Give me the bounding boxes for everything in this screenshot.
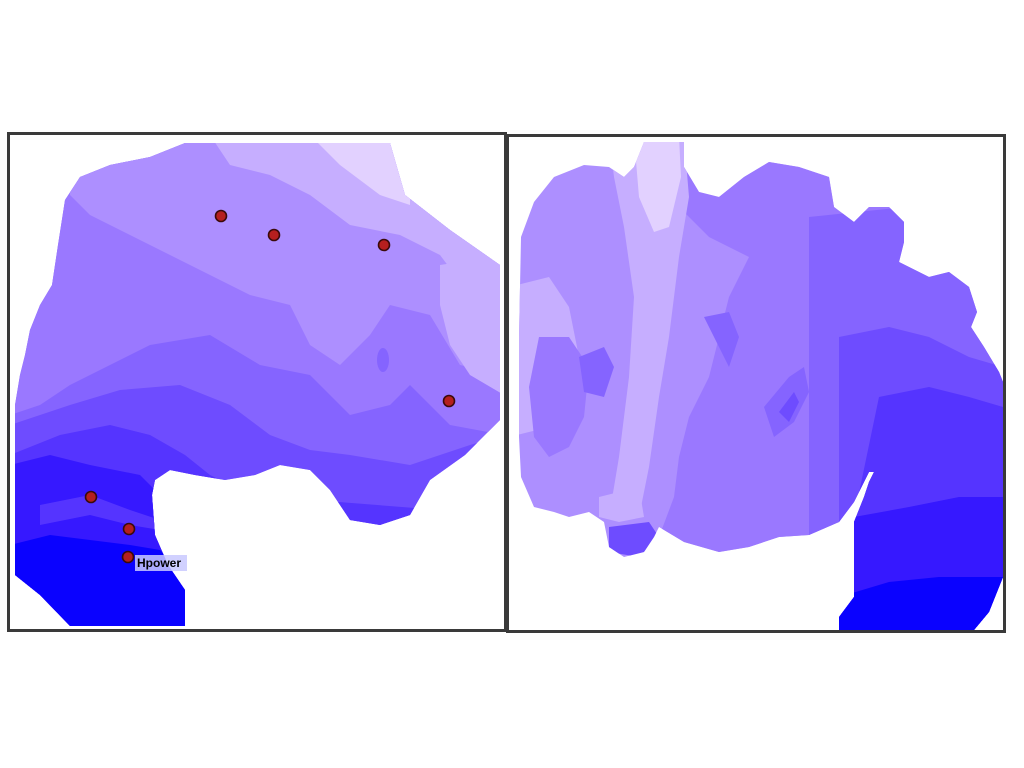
- map-marker[interactable]: [84, 490, 98, 504]
- marker-label-background: [135, 555, 187, 571]
- map-marker[interactable]: [122, 522, 136, 536]
- marker-dot[interactable]: [377, 238, 391, 252]
- right-band-bottom-light-lobe: [599, 487, 644, 522]
- left-band-ribbon: [40, 495, 160, 530]
- left-band-pocket: [160, 405, 210, 455]
- right-band-light-column: [609, 142, 689, 517]
- left-band-spot: [377, 348, 389, 372]
- left-band-deepest: [15, 535, 500, 626]
- right-band-south-core: [839, 577, 1003, 630]
- marker-dot[interactable]: [442, 394, 456, 408]
- left-map-panel[interactable]: Hpower: [7, 132, 507, 632]
- left-marker-layer: Hpower: [84, 209, 456, 572]
- marker-dot[interactable]: [267, 228, 281, 242]
- right-band-left-mid: [529, 337, 589, 457]
- right-band-bottom-left-lobe: [609, 522, 659, 557]
- left-band-right-light: [440, 255, 500, 395]
- map-marker[interactable]: [267, 228, 281, 242]
- map-marker[interactable]: [442, 394, 456, 408]
- right-map-panel[interactable]: [506, 134, 1006, 633]
- marker-dot[interactable]: [214, 209, 228, 223]
- right-band-peak: [634, 142, 681, 232]
- map-marker[interactable]: [377, 238, 391, 252]
- left-band-peak: [310, 143, 410, 205]
- right-band-centre-ridge: [704, 312, 739, 367]
- right-heatmap[interactable]: [509, 137, 1003, 630]
- map-marker[interactable]: Hpower: [121, 550, 188, 572]
- marker-dot[interactable]: [121, 550, 135, 564]
- map-marker[interactable]: [214, 209, 228, 223]
- marker-label: Hpower: [137, 556, 181, 570]
- marker-dot[interactable]: [84, 490, 98, 504]
- left-heatmap[interactable]: Hpower: [10, 135, 504, 629]
- right-band-left-dot: [579, 347, 614, 397]
- marker-dot[interactable]: [122, 522, 136, 536]
- right-band-centre-core: [779, 392, 799, 422]
